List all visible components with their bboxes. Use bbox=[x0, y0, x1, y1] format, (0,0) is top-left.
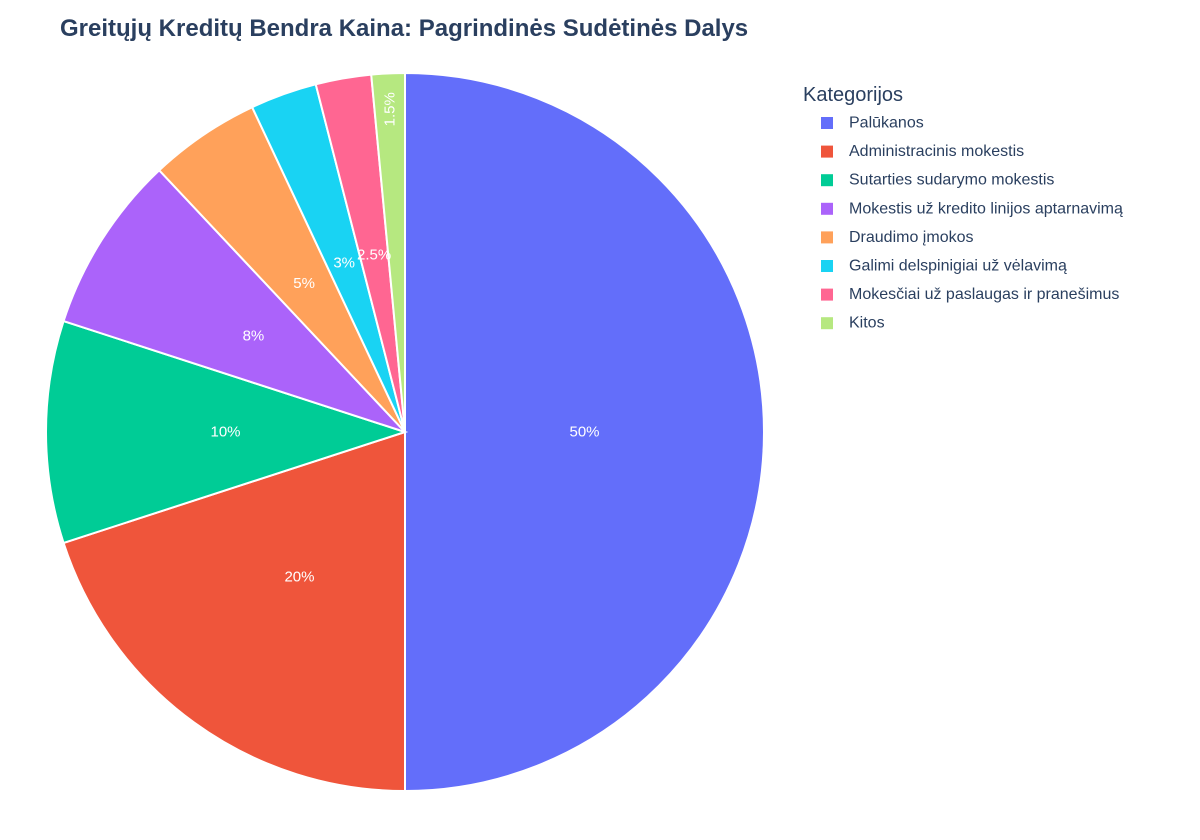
legend-swatch bbox=[821, 288, 833, 301]
legend-swatch bbox=[821, 231, 833, 244]
pie-slice-mokestis-uz-kredito-linijos-aptarnavima[interactable] bbox=[62, 168, 406, 433]
legend-label: Galimi delspinigiai už vėlavimą bbox=[849, 258, 1067, 275]
legend-label: Mokesčiai už paslaugas ir pranešimus bbox=[849, 286, 1119, 303]
legend-swatch bbox=[821, 317, 833, 330]
legend-item-mokesciai-uz-paslaugas-ir-pranesimus[interactable]: Mokesčiai už paslaugas ir pranešimus bbox=[821, 286, 1119, 303]
pie-slice-kitos[interactable] bbox=[370, 71, 406, 433]
legend-label: Palūkanos bbox=[849, 115, 924, 132]
legend-swatch bbox=[821, 260, 833, 272]
legend-swatch bbox=[821, 117, 833, 129]
pie-slice-labels: 50% 20% 10% 8% 5% 3% 2.5% 1.5% bbox=[210, 92, 599, 586]
legend-label: Draudimo įmokos bbox=[849, 229, 973, 246]
pie-slices bbox=[45, 71, 765, 793]
slice-label-sutarties-sudarymo-mokestis: 10% bbox=[210, 424, 240, 441]
legend-swatch bbox=[821, 174, 833, 187]
pie-slice-sutarties-sudarymo-mokestis[interactable] bbox=[45, 319, 409, 545]
legend-item-galimi-delspinigiai-uz-velavima[interactable]: Galimi delspinigiai už vėlavimą bbox=[821, 258, 1067, 275]
legend-swatch bbox=[821, 202, 833, 215]
pie-slice-administracinis-mokestis[interactable] bbox=[62, 430, 406, 793]
legend-label: Kitos bbox=[849, 315, 885, 332]
legend-label: Administracinis mokestis bbox=[849, 143, 1024, 160]
chart-title: Greitųjų Kreditų Bendra Kaina: Pagrindin… bbox=[60, 15, 748, 42]
slice-label-draudimo-imokos: 5% bbox=[293, 275, 315, 292]
slice-label-mokesciai-uz-paslaugas-ir-pranesimus: 2.5% bbox=[357, 247, 391, 264]
legend-label: Sutarties sudarymo mokestis bbox=[849, 172, 1054, 189]
slice-label-kitos: 1.5% bbox=[381, 92, 398, 126]
legend-item-mokestis-uz-kredito-linijos-aptarnavima[interactable]: Mokestis už kredito linijos aptarnavimą bbox=[821, 200, 1123, 217]
slice-label-mokestis-uz-kredito-linijos-aptarnavima: 8% bbox=[243, 327, 265, 344]
legend-item-sutarties-sudarymo-mokestis[interactable]: Sutarties sudarymo mokestis bbox=[821, 172, 1054, 189]
legend-item-kitos[interactable]: Kitos bbox=[821, 315, 885, 332]
legend-item-administracinis-mokestis[interactable]: Administracinis mokestis bbox=[821, 143, 1024, 160]
legend-item-draudimo-imokos[interactable]: Draudimo įmokos bbox=[821, 229, 973, 246]
legend-label: Mokestis už kredito linijos aptarnavimą bbox=[849, 200, 1123, 217]
pie-slice-palukanos[interactable] bbox=[404, 71, 765, 793]
legend: Kategorijos Palūkanos Administracinis mok… bbox=[803, 84, 1123, 332]
slice-label-galimi-delspinigiai-uz-velavima: 3% bbox=[333, 255, 355, 272]
legend-item-palukanos[interactable]: Palūkanos bbox=[821, 115, 924, 132]
legend-swatch bbox=[821, 145, 833, 158]
legend-title: Kategorijos bbox=[803, 84, 903, 106]
slice-label-palukanos: 50% bbox=[569, 424, 599, 441]
slice-label-administracinis-mokestis: 20% bbox=[284, 569, 314, 586]
